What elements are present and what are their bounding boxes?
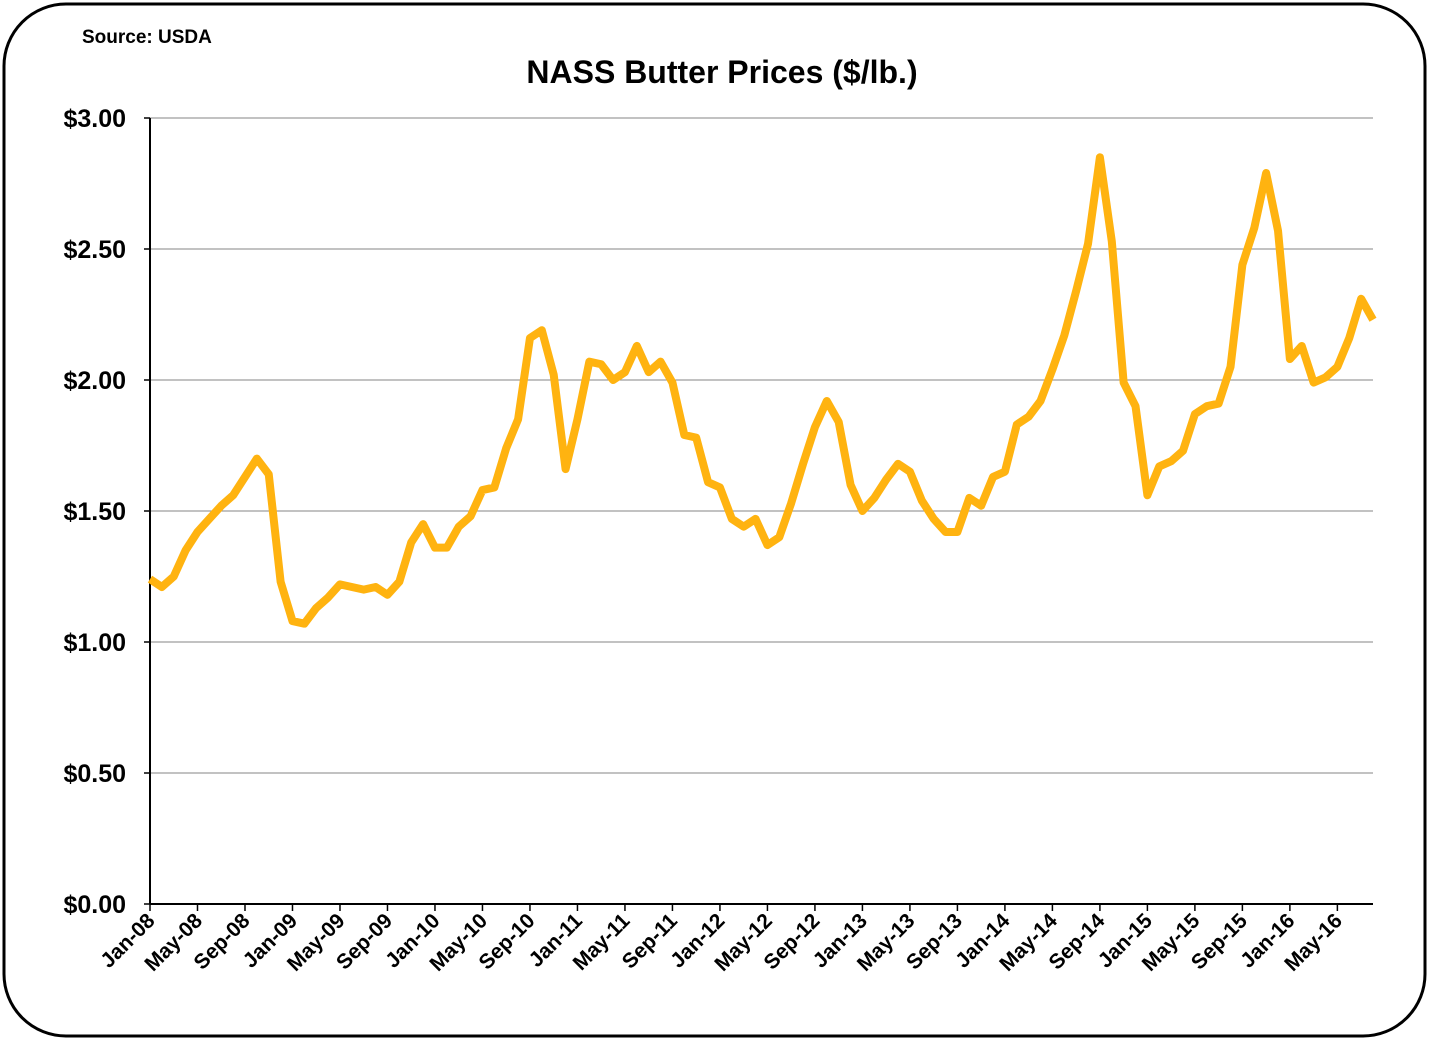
y-tick-label: $2.00 <box>63 367 126 395</box>
y-tick-label: $0.50 <box>63 760 126 788</box>
price-line <box>147 153 1377 628</box>
y-tick-label: $1.00 <box>63 629 126 657</box>
y-tick-label: $3.00 <box>63 105 126 133</box>
y-tick-label: $1.50 <box>63 498 126 526</box>
chart-title: NASS Butter Prices ($/lb.) <box>526 54 917 90</box>
source-note: Source: USDA <box>82 27 212 48</box>
y-tick-label: $2.50 <box>63 236 126 264</box>
y-tick-label: $0.00 <box>63 891 126 919</box>
